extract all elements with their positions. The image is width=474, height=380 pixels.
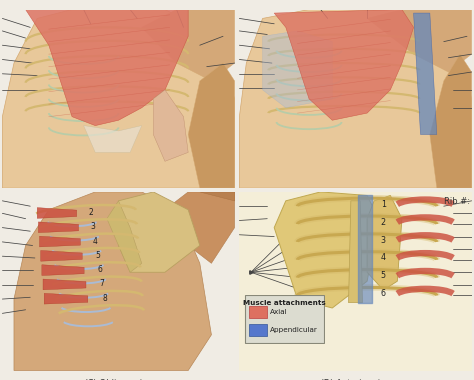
Polygon shape: [263, 31, 332, 108]
Text: 6: 6: [98, 265, 102, 274]
Polygon shape: [44, 293, 88, 304]
Polygon shape: [26, 10, 188, 125]
Text: (B) Anterior view: (B) Anterior view: [320, 197, 391, 206]
Text: 8: 8: [102, 294, 107, 302]
Text: 5: 5: [95, 251, 100, 260]
Text: 7: 7: [100, 279, 105, 288]
Polygon shape: [274, 192, 379, 308]
Text: 3: 3: [91, 222, 95, 231]
Text: (A) Anterior view: (A) Anterior view: [83, 197, 154, 206]
Polygon shape: [367, 195, 402, 290]
Polygon shape: [2, 10, 235, 188]
Polygon shape: [83, 125, 142, 152]
Text: 4: 4: [381, 253, 386, 263]
Polygon shape: [39, 236, 81, 247]
Polygon shape: [165, 192, 235, 263]
Polygon shape: [413, 13, 437, 135]
Polygon shape: [188, 63, 235, 188]
Text: 4: 4: [93, 236, 98, 245]
Polygon shape: [41, 250, 82, 261]
Polygon shape: [142, 10, 235, 81]
Text: 3: 3: [381, 236, 386, 245]
Polygon shape: [43, 279, 86, 290]
Polygon shape: [367, 10, 472, 72]
Polygon shape: [14, 192, 211, 370]
Polygon shape: [348, 201, 363, 302]
Polygon shape: [430, 54, 472, 188]
Text: (C) Oblique view: (C) Oblique view: [84, 379, 153, 380]
Polygon shape: [118, 192, 200, 272]
Text: 5: 5: [381, 271, 386, 280]
Polygon shape: [42, 265, 84, 275]
Polygon shape: [37, 207, 77, 218]
Polygon shape: [274, 10, 413, 120]
FancyBboxPatch shape: [249, 324, 267, 336]
FancyBboxPatch shape: [245, 295, 324, 344]
Text: Axial: Axial: [270, 309, 288, 315]
Text: Rib #:: Rib #:: [444, 197, 470, 206]
Polygon shape: [38, 222, 79, 233]
Text: 2: 2: [88, 208, 93, 217]
Text: 1: 1: [381, 200, 386, 209]
FancyBboxPatch shape: [249, 306, 267, 318]
Polygon shape: [200, 192, 235, 201]
Text: (D) Anterior view: (D) Anterior view: [320, 379, 391, 380]
Polygon shape: [239, 10, 472, 188]
Polygon shape: [107, 201, 142, 272]
Text: 2: 2: [381, 218, 386, 227]
Polygon shape: [153, 90, 188, 161]
Text: Muscle attachments: Muscle attachments: [243, 301, 326, 306]
Text: 6: 6: [381, 289, 386, 298]
Text: Appendicular: Appendicular: [270, 327, 318, 333]
